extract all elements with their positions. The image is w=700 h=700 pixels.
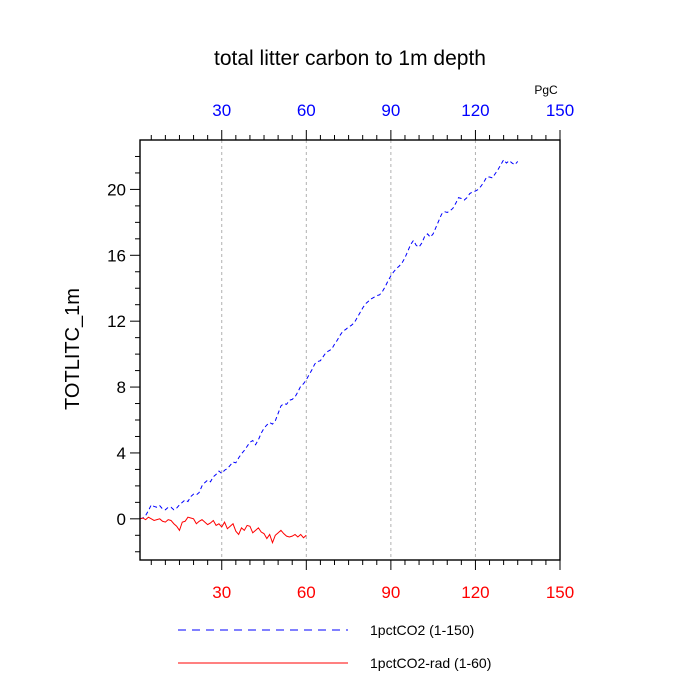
y-tick-label: 0 <box>117 510 126 529</box>
y-tick-label: 12 <box>107 312 126 331</box>
x-tick-label-top: 60 <box>297 101 316 120</box>
legend-label-2: 1pctCO2-rad (1-60) <box>370 655 491 671</box>
series-layer <box>139 158 519 545</box>
axis-ticks <box>130 130 561 570</box>
x-tick-label-top: 90 <box>381 101 400 120</box>
units-label: PgC <box>534 83 558 97</box>
x-tick-label-bottom: 120 <box>461 583 489 602</box>
y-tick-label: 20 <box>107 180 126 199</box>
x-tick-labels-bottom: 30 60 90 120 150 <box>212 583 574 602</box>
x-tick-label-top: 30 <box>212 101 231 120</box>
y-tick-label: 16 <box>107 246 126 265</box>
chart-title: total litter carbon to 1m depth <box>214 47 486 70</box>
y-tick-labels: 0 4 8 12 16 20 <box>107 180 126 528</box>
legend: 1pctCO2 (1-150) 1pctCO2-rad (1-60) <box>178 622 491 671</box>
plot-frame <box>139 139 561 561</box>
y-tick-label: 4 <box>117 444 126 463</box>
x-tick-label-top: 120 <box>461 101 489 120</box>
y-tick-label: 8 <box>117 378 126 397</box>
y-axis-label: TOTLITC_1m <box>62 288 84 410</box>
x-tick-label-bottom: 90 <box>381 583 400 602</box>
x-tick-label-bottom: 60 <box>297 583 316 602</box>
series-line-2 <box>139 516 307 545</box>
x-tick-label-bottom: 30 <box>212 583 231 602</box>
gridlines <box>221 140 476 560</box>
series-line-1 <box>139 158 519 520</box>
x-tick-label-bottom: 150 <box>546 583 574 602</box>
x-tick-labels-top: 30 60 90 120 150 <box>212 101 574 120</box>
legend-label-1: 1pctCO2 (1-150) <box>370 622 474 638</box>
x-tick-label-top: 150 <box>546 101 574 120</box>
